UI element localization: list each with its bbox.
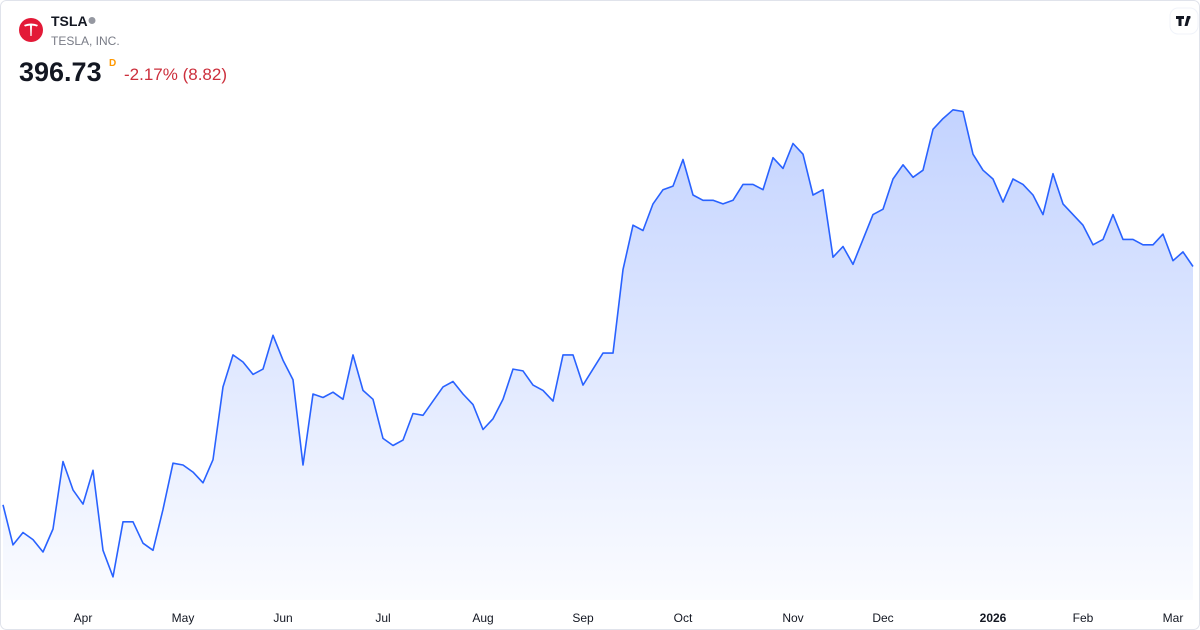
brand-dot [1187,16,1191,19]
price: 396.73 [19,57,102,87]
x-tick-label: Oct [674,611,693,625]
x-tick-label: Nov [782,611,803,625]
area-fill [3,109,1193,601]
company-name: TESLA, INC. [51,34,120,48]
x-tick-label: Mar [1163,611,1184,625]
status-dot [88,17,96,24]
x-tick-label: Feb [1073,611,1094,625]
brand-logo [1176,16,1191,26]
symbol: TSLA [51,13,88,29]
plot: Apr May Jun Jul Aug Sep Oct Nov Dec 2026 Feb Mar [2,109,1194,625]
brand-badge [1169,7,1199,35]
x-tick-label: Jul [375,611,390,625]
x-tick-label: Jun [273,611,292,625]
x-tick-label: 2026 [980,611,1007,625]
x-tick-label: Dec [872,611,893,625]
x-tick-label: Aug [472,611,493,625]
x-tick-label: Sep [572,611,594,625]
x-tick-label: May [172,611,195,625]
x-tick-label: Apr [74,611,93,625]
interval: D [109,58,116,69]
price-line [2,109,1194,578]
logo-mark [24,23,38,36]
change: -2.17% (8.82) [124,65,227,84]
